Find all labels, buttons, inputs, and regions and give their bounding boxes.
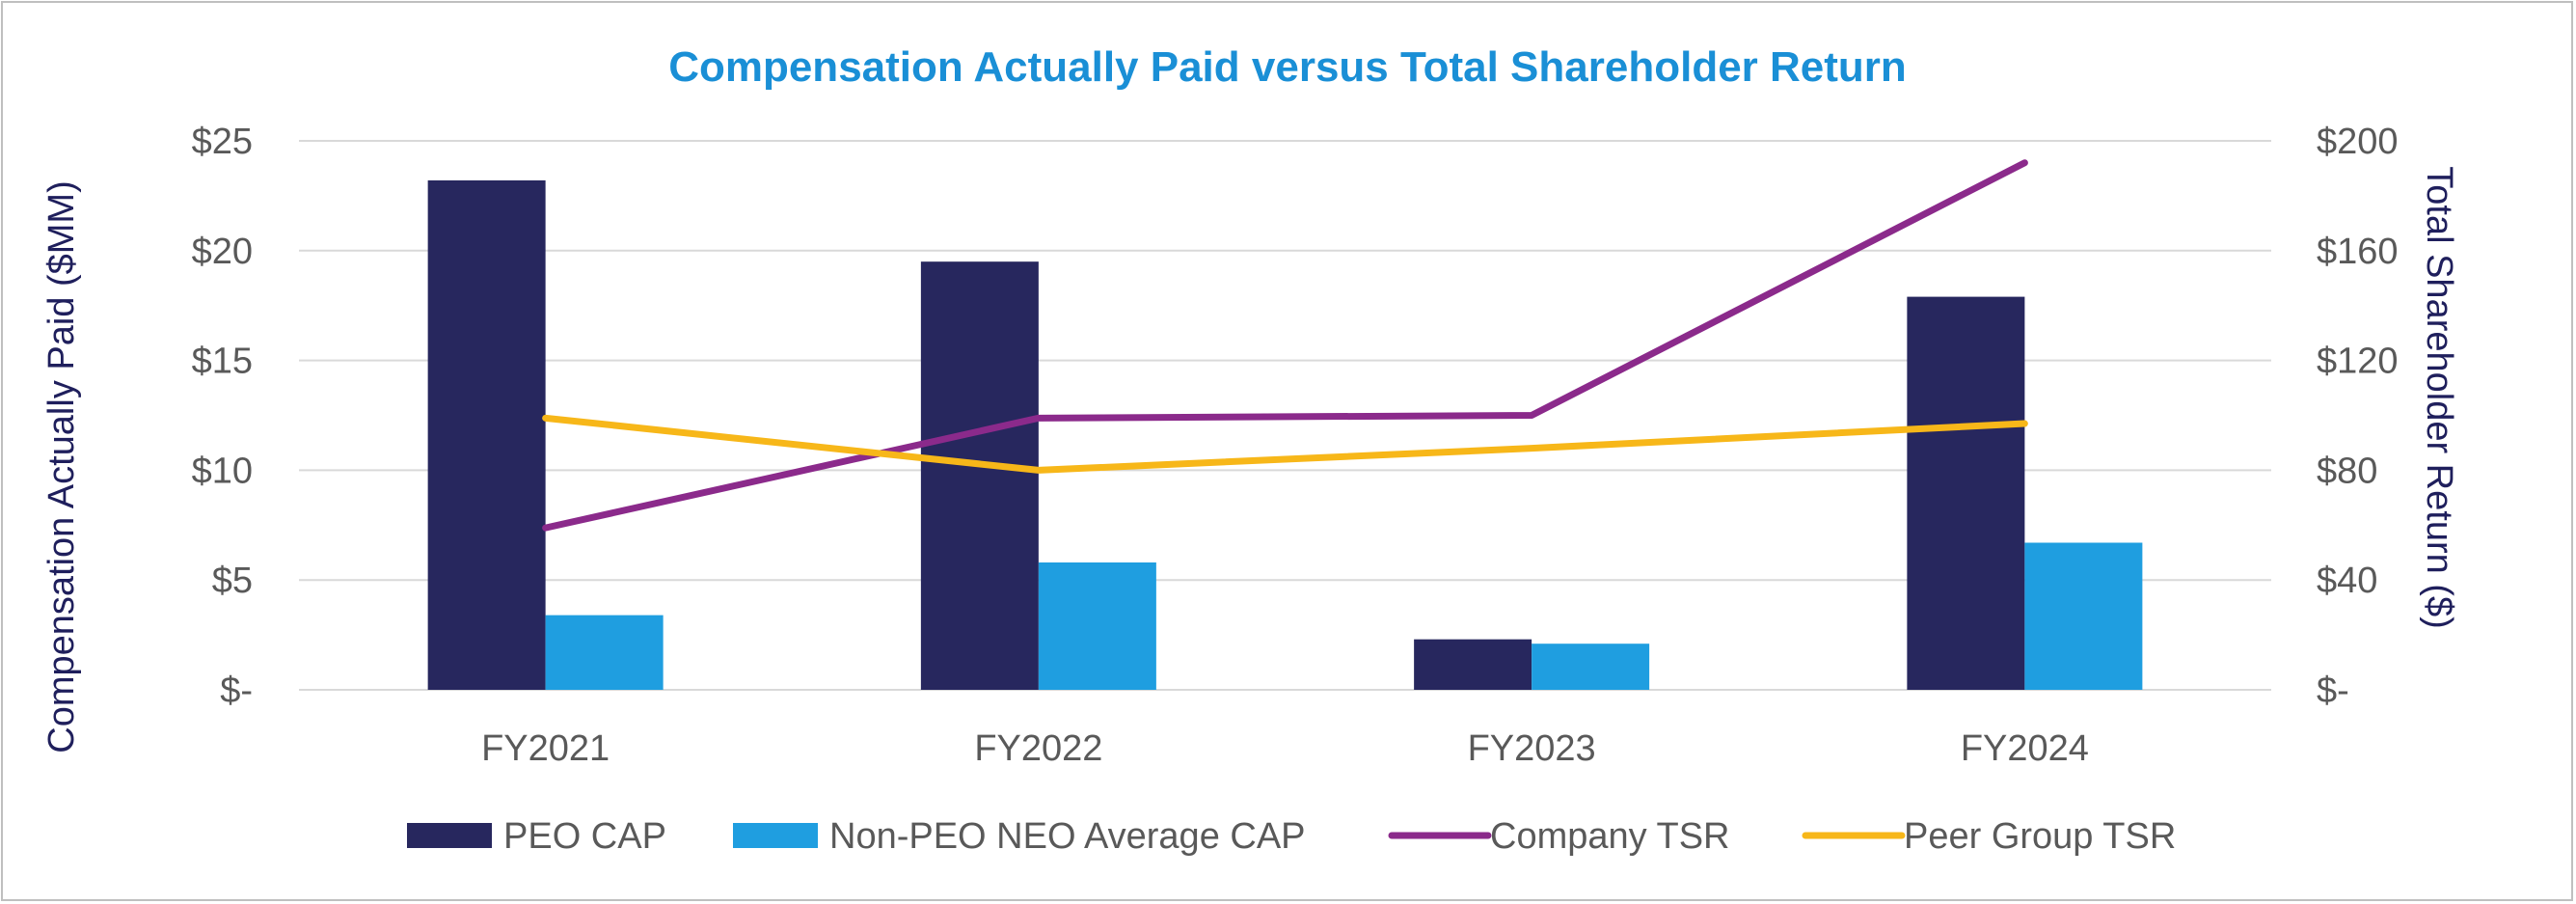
- line-company-tsr: [542, 159, 2028, 532]
- legend-label: Peer Group TSR: [1904, 816, 2176, 857]
- y2-axis-ticks: $- $40 $80 $120 $160 $200: [2317, 122, 2399, 711]
- bar-non-peo-neo-average-cap-fy2024: [2024, 542, 2143, 690]
- bar-non-peo-neo-average-cap-fy2021: [545, 615, 664, 690]
- tsr-lines: [542, 159, 2028, 532]
- bars: [427, 179, 2143, 690]
- y2-axis-label: Total Shareholder Return ($): [2419, 166, 2459, 628]
- x-tick-label: FY2021: [481, 728, 610, 769]
- y2-tick-label: $200: [2317, 122, 2399, 162]
- legend-swatch: [407, 823, 492, 848]
- y-tick-label: $20: [192, 232, 253, 272]
- x-tick-label: FY2022: [974, 728, 1102, 769]
- legend-label: Company TSR: [1490, 816, 1730, 857]
- legend-label: Non-PEO NEO Average CAP: [829, 816, 1306, 857]
- y-tick-label: $5: [212, 561, 253, 601]
- y2-tick-label: $120: [2317, 342, 2399, 382]
- x-tick-label: FY2024: [1961, 728, 2089, 769]
- y-tick-label: $-: [220, 671, 253, 711]
- y2-tick-label: $80: [2317, 451, 2377, 491]
- y-axis-label: Compensation Actually Paid ($MM): [41, 180, 82, 753]
- y-tick-label: $10: [192, 451, 253, 491]
- x-tick-label: FY2023: [1468, 728, 1596, 769]
- line-peer-group-tsr: [542, 414, 2028, 474]
- bar-peo-cap-fy2024: [1907, 296, 2025, 690]
- y2-tick-label: $160: [2317, 232, 2399, 272]
- x-axis-ticks: FY2021 FY2022 FY2023 FY2024: [481, 728, 2089, 769]
- bar-non-peo-neo-average-cap-fy2023: [1532, 644, 1650, 690]
- legend-swatch: [733, 823, 818, 848]
- y2-tick-label: $-: [2317, 671, 2349, 711]
- y-tick-label: $15: [192, 342, 253, 382]
- y2-tick-label: $40: [2317, 561, 2377, 601]
- bar-peo-cap-fy2023: [1414, 639, 1532, 690]
- legend: PEO CAP Non-PEO NEO Average CAP Company TS…: [407, 816, 2176, 857]
- bar-peo-cap-fy2021: [427, 179, 546, 690]
- y-tick-label: $25: [192, 122, 253, 162]
- y-axis-ticks: $- $5 $10 $15 $20 $25: [192, 122, 253, 711]
- chart-title: Compensation Actually Paid versus Total …: [668, 43, 1907, 91]
- bar-peo-cap-fy2022: [920, 261, 1039, 690]
- legend-label: PEO CAP: [503, 816, 666, 857]
- bar-non-peo-neo-average-cap-fy2022: [1038, 562, 1156, 690]
